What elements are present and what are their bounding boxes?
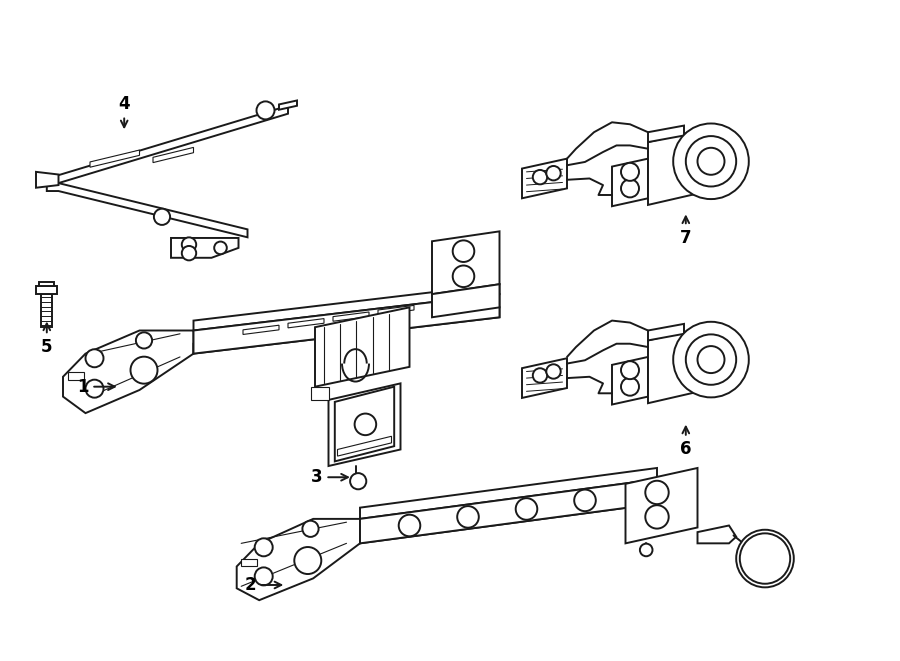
Circle shape xyxy=(453,266,474,287)
Polygon shape xyxy=(360,492,657,543)
Circle shape xyxy=(294,547,321,574)
Circle shape xyxy=(736,529,794,588)
Circle shape xyxy=(255,538,273,557)
Circle shape xyxy=(255,567,273,586)
Text: 7: 7 xyxy=(680,216,691,247)
Circle shape xyxy=(136,332,152,348)
Circle shape xyxy=(686,334,736,385)
Circle shape xyxy=(182,246,196,260)
Circle shape xyxy=(574,490,596,511)
Polygon shape xyxy=(279,100,297,110)
Circle shape xyxy=(399,515,420,536)
Polygon shape xyxy=(194,284,500,330)
Polygon shape xyxy=(360,468,657,519)
Polygon shape xyxy=(432,284,500,317)
Polygon shape xyxy=(648,126,684,142)
Circle shape xyxy=(740,533,790,584)
Circle shape xyxy=(154,209,170,225)
Polygon shape xyxy=(522,159,567,198)
Text: 6: 6 xyxy=(680,426,691,459)
Polygon shape xyxy=(612,159,648,206)
Circle shape xyxy=(640,543,652,557)
Polygon shape xyxy=(241,559,256,566)
Circle shape xyxy=(621,361,639,379)
Polygon shape xyxy=(194,294,500,354)
Circle shape xyxy=(621,377,639,396)
Polygon shape xyxy=(153,147,194,163)
Polygon shape xyxy=(40,294,52,327)
Polygon shape xyxy=(648,324,720,403)
Text: 3: 3 xyxy=(311,468,348,486)
Polygon shape xyxy=(310,387,328,400)
Circle shape xyxy=(621,163,639,181)
Circle shape xyxy=(256,101,274,120)
Polygon shape xyxy=(338,436,392,456)
Circle shape xyxy=(457,506,479,527)
Circle shape xyxy=(673,322,749,397)
Circle shape xyxy=(645,481,669,504)
Circle shape xyxy=(453,241,474,262)
Circle shape xyxy=(546,166,561,180)
Polygon shape xyxy=(698,525,736,543)
Circle shape xyxy=(355,414,376,435)
Circle shape xyxy=(546,364,561,379)
Circle shape xyxy=(698,148,724,175)
Polygon shape xyxy=(171,238,238,258)
Circle shape xyxy=(621,179,639,198)
Text: 2: 2 xyxy=(245,576,282,594)
Polygon shape xyxy=(63,330,194,413)
Polygon shape xyxy=(194,307,500,354)
Circle shape xyxy=(86,349,104,368)
Polygon shape xyxy=(68,372,84,380)
Polygon shape xyxy=(648,126,720,205)
Polygon shape xyxy=(432,231,500,294)
Polygon shape xyxy=(648,324,684,340)
Polygon shape xyxy=(360,479,657,543)
Polygon shape xyxy=(47,183,248,237)
Circle shape xyxy=(516,498,537,520)
Polygon shape xyxy=(36,286,57,294)
Circle shape xyxy=(214,241,227,254)
Polygon shape xyxy=(333,312,369,321)
Circle shape xyxy=(698,346,724,373)
Polygon shape xyxy=(39,282,54,286)
Polygon shape xyxy=(36,172,58,188)
Circle shape xyxy=(673,124,749,199)
Polygon shape xyxy=(47,106,288,183)
Polygon shape xyxy=(315,307,410,387)
Circle shape xyxy=(645,505,669,529)
Circle shape xyxy=(182,237,196,252)
Polygon shape xyxy=(335,387,394,461)
Text: 1: 1 xyxy=(77,377,114,396)
Polygon shape xyxy=(237,519,360,600)
Polygon shape xyxy=(243,325,279,334)
Polygon shape xyxy=(612,357,648,405)
Polygon shape xyxy=(626,468,698,543)
Circle shape xyxy=(130,357,158,383)
Polygon shape xyxy=(378,305,414,315)
Polygon shape xyxy=(288,319,324,328)
Text: 5: 5 xyxy=(41,323,52,356)
Circle shape xyxy=(350,473,366,489)
Polygon shape xyxy=(90,150,140,167)
Circle shape xyxy=(686,136,736,186)
Polygon shape xyxy=(522,358,567,398)
Circle shape xyxy=(86,379,104,398)
Text: 4: 4 xyxy=(119,95,130,128)
Polygon shape xyxy=(328,383,400,466)
Circle shape xyxy=(533,368,547,383)
Circle shape xyxy=(533,170,547,184)
Circle shape xyxy=(302,521,319,537)
